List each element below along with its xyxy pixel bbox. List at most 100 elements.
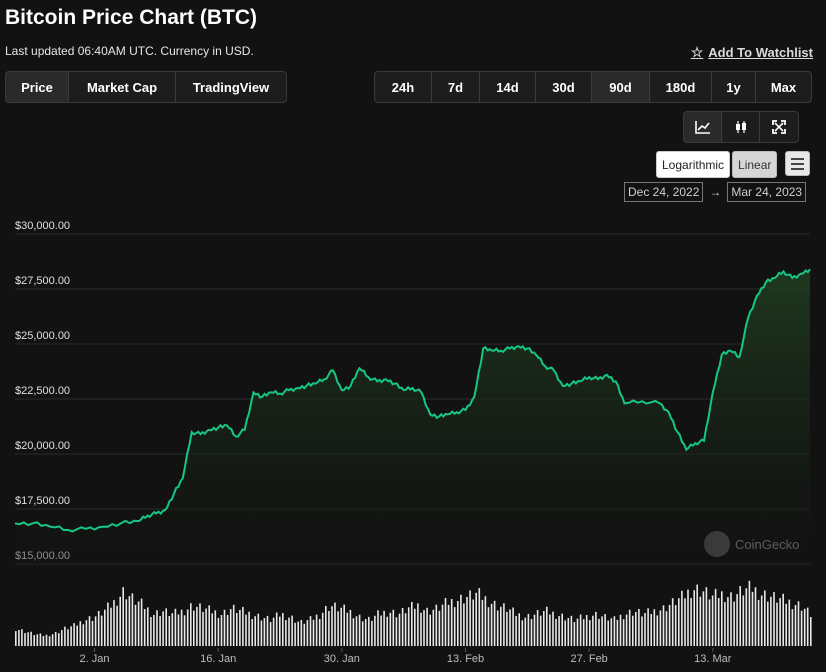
hamburger-icon-bar [791,162,804,165]
linear-button[interactable]: Linear [732,151,778,178]
volume-bar [595,611,597,646]
volume-bar [239,609,241,646]
x-tick-label: 30. Jan [324,653,360,665]
volume-bar [242,606,244,646]
date-from-input[interactable]: Dec 24, 2022 [624,182,704,202]
volume-bar [524,617,527,646]
volume-bar [702,591,705,646]
volume-bar [300,620,303,646]
volume-bar [100,615,103,646]
volume-bar [45,634,48,646]
volume-bar [561,613,563,646]
range-90d[interactable]: 90d [592,72,650,102]
volume-bar [635,611,637,646]
volume-bar [767,601,769,646]
add-to-watchlist-link[interactable]: ☆ Add To Watchlist [691,44,813,61]
volume-bar [447,604,450,646]
range-7d[interactable]: 7d [432,72,480,102]
volume-bar [632,615,634,646]
volume-bar [79,621,82,646]
price-chart[interactable]: $15,000.00$17,500.00$20,000.00$22,500.00… [0,200,826,672]
range-14d[interactable]: 14d [480,72,536,102]
range-1y[interactable]: 1y [712,72,756,102]
volume-bar [432,609,435,646]
volume-bar [119,596,121,646]
watermark: CoinGecko [704,531,799,557]
range-24h[interactable]: 24h [375,72,432,102]
volume-bar [515,615,517,646]
volume-bar [82,624,85,646]
line-chart-icon [694,121,710,134]
volume-bar [668,604,671,646]
volume-bar [665,611,668,646]
volume-bar [73,623,75,646]
line-chart-button[interactable] [684,112,722,142]
tab-tradingview[interactable]: TradingView [192,79,270,95]
volume-bar [364,619,367,646]
volume-bar [165,608,167,646]
volume-bar [558,616,560,646]
chart-menu-button[interactable] [785,151,810,176]
volume-bar [782,593,784,646]
volume-bar [159,616,161,646]
volume-bar [368,616,370,646]
volume-bar [196,606,198,646]
volume-bar [67,629,69,646]
volume-bar [285,620,287,646]
volume-bar [137,601,140,646]
range-180d[interactable]: 180d [650,72,712,102]
volume-bar [383,610,385,646]
volume-bar [604,614,606,646]
volume-bar [656,615,659,646]
volume-bar [727,597,729,646]
volume-bar [110,607,112,646]
volume-bar [306,620,309,646]
volume-bar [543,611,545,646]
volume-bar [309,616,312,646]
volume-bar [450,599,453,646]
volume-bar [51,634,54,646]
fullscreen-button[interactable] [760,112,798,142]
last-updated-text: Last updated 06:40AM UTC. Currency in US… [5,44,254,58]
x-tick-label: 13. Feb [447,653,484,665]
volume-bar [573,622,576,646]
coingecko-logo-icon [704,531,730,557]
volume-bar [708,599,711,646]
volume-bar [352,618,355,646]
volume-bar [500,606,502,646]
volume-bar [251,619,253,646]
volume-bar [773,592,775,646]
candlestick-button[interactable] [722,112,760,142]
y-axis: $15,000.00$17,500.00$20,000.00$22,500.00… [15,220,70,562]
volume-bar [257,613,260,646]
volume-bar [134,604,137,646]
volume-bar [355,616,358,646]
range-30d[interactable]: 30d [536,72,592,102]
volume-bar [168,616,171,646]
volume-bar [85,620,88,646]
volume-bar [128,596,131,646]
page-title: Bitcoin Price Chart (BTC) [5,6,258,29]
logarithmic-button[interactable]: Logarithmic [656,151,731,178]
date-to-input[interactable]: Mar 24, 2023 [727,182,807,202]
volume-bar [530,619,533,646]
view-tabs: Price Market Cap TradingView [5,71,287,103]
volume-bar [30,631,32,646]
price-line [14,268,811,533]
volume-bar [509,609,511,646]
volume-bar [398,613,401,646]
date-arrow: → [709,185,722,199]
volume-bar [472,599,474,646]
range-max[interactable]: Max [770,79,797,95]
watermark-text: CoinGecko [735,537,799,552]
tab-market-cap[interactable]: Market Cap [69,72,176,102]
volume-bar [800,610,803,646]
volume-bar [334,602,336,646]
tab-price[interactable]: Price [6,72,69,102]
volume-bar [401,608,404,646]
volume-bar [190,603,192,646]
volume-bar [107,602,109,646]
volume-bar [662,605,665,646]
volume-bar [180,609,183,646]
volume-bar [386,616,388,646]
